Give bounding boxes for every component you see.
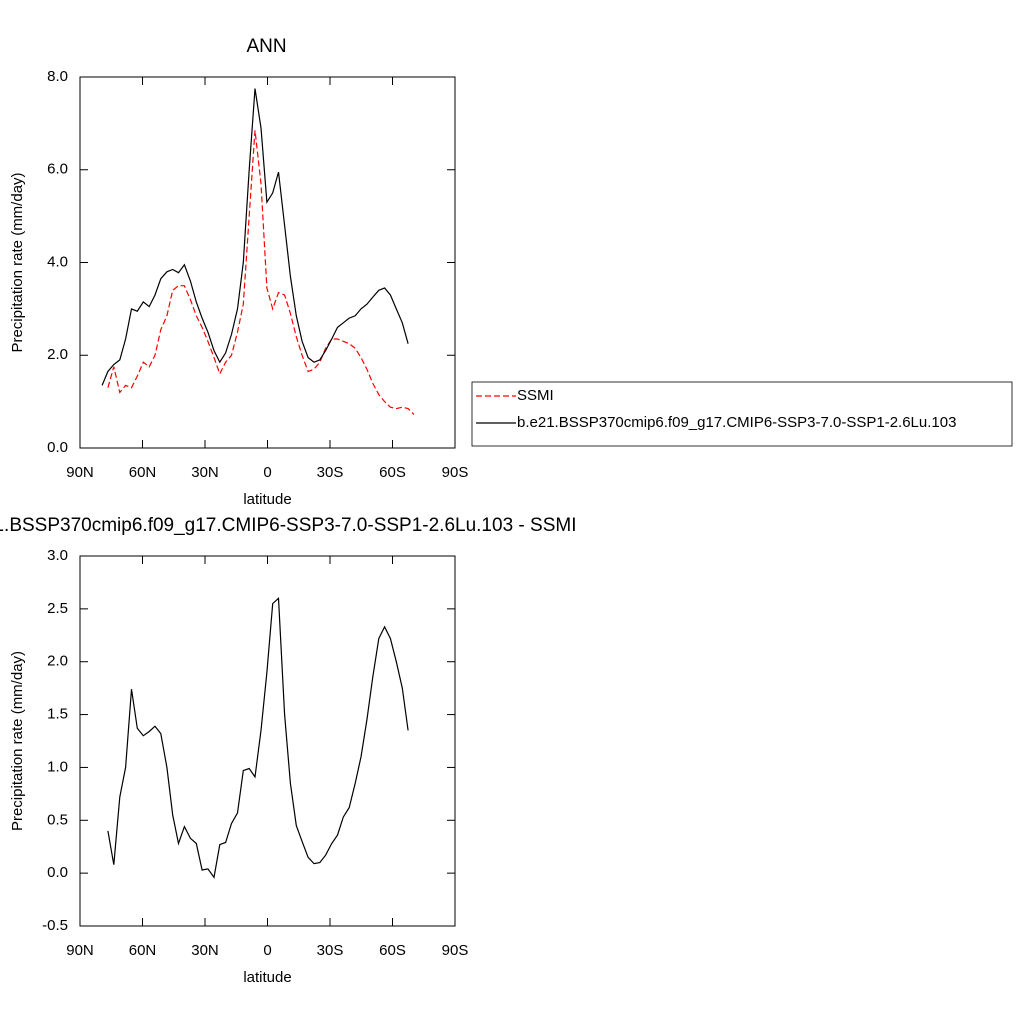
x-axis-label: latitude [243, 969, 291, 986]
y-axis-label: Precipitation rate (mm/day) [9, 172, 26, 352]
y-tick-label: 0.0 [47, 439, 68, 456]
x-tick-label: 90N [66, 942, 94, 959]
y-tick-label: 1.5 [47, 706, 68, 723]
plot-frame [79, 555, 456, 927]
x-tick-label: 30N [191, 464, 219, 481]
x-axis-label: latitude [243, 491, 291, 508]
x-tick-label: 60S [379, 464, 406, 481]
y-tick-label: 3.0 [47, 547, 68, 564]
y-tick-label: 2.0 [47, 653, 68, 670]
y-axis-label: Precipitation rate (mm/day) [9, 651, 26, 831]
chart-title: ANN [246, 36, 286, 57]
chart-title: b.e21.BSSP370cmip6.f09_g17.CMIP6-SSP3-7.… [0, 515, 576, 536]
y-tick-label: 6.0 [47, 161, 68, 178]
x-tick-label: 30S [317, 942, 344, 959]
data-line [107, 597, 409, 879]
plot-frame [79, 76, 456, 449]
legend-box [471, 381, 1013, 447]
x-tick-label: 30N [191, 942, 219, 959]
y-tick-label: -0.5 [42, 917, 68, 934]
x-tick-label: 90S [442, 942, 469, 959]
y-tick-label: 0.5 [47, 811, 68, 828]
y-tick-label: 4.0 [47, 253, 68, 270]
x-tick-label: 60S [379, 942, 406, 959]
x-tick-label: 90N [66, 464, 94, 481]
y-tick-label: 8.0 [47, 68, 68, 85]
y-tick-label: 1.0 [47, 758, 68, 775]
y-tick-label: 0.0 [47, 864, 68, 881]
x-tick-label: 0 [263, 942, 271, 959]
legend-label: b.e21.BSSP370cmip6.f09_g17.CMIP6-SSP3-7.… [517, 414, 956, 431]
x-tick-label: 0 [263, 464, 271, 481]
legend-label: SSMI [517, 387, 554, 404]
y-tick-label: 2.5 [47, 600, 68, 617]
data-line [107, 130, 415, 416]
data-line [101, 88, 409, 386]
x-tick-label: 60N [129, 464, 157, 481]
x-tick-label: 90S [442, 464, 469, 481]
x-tick-label: 30S [317, 464, 344, 481]
y-tick-label: 2.0 [47, 346, 68, 363]
x-tick-label: 60N [129, 942, 157, 959]
